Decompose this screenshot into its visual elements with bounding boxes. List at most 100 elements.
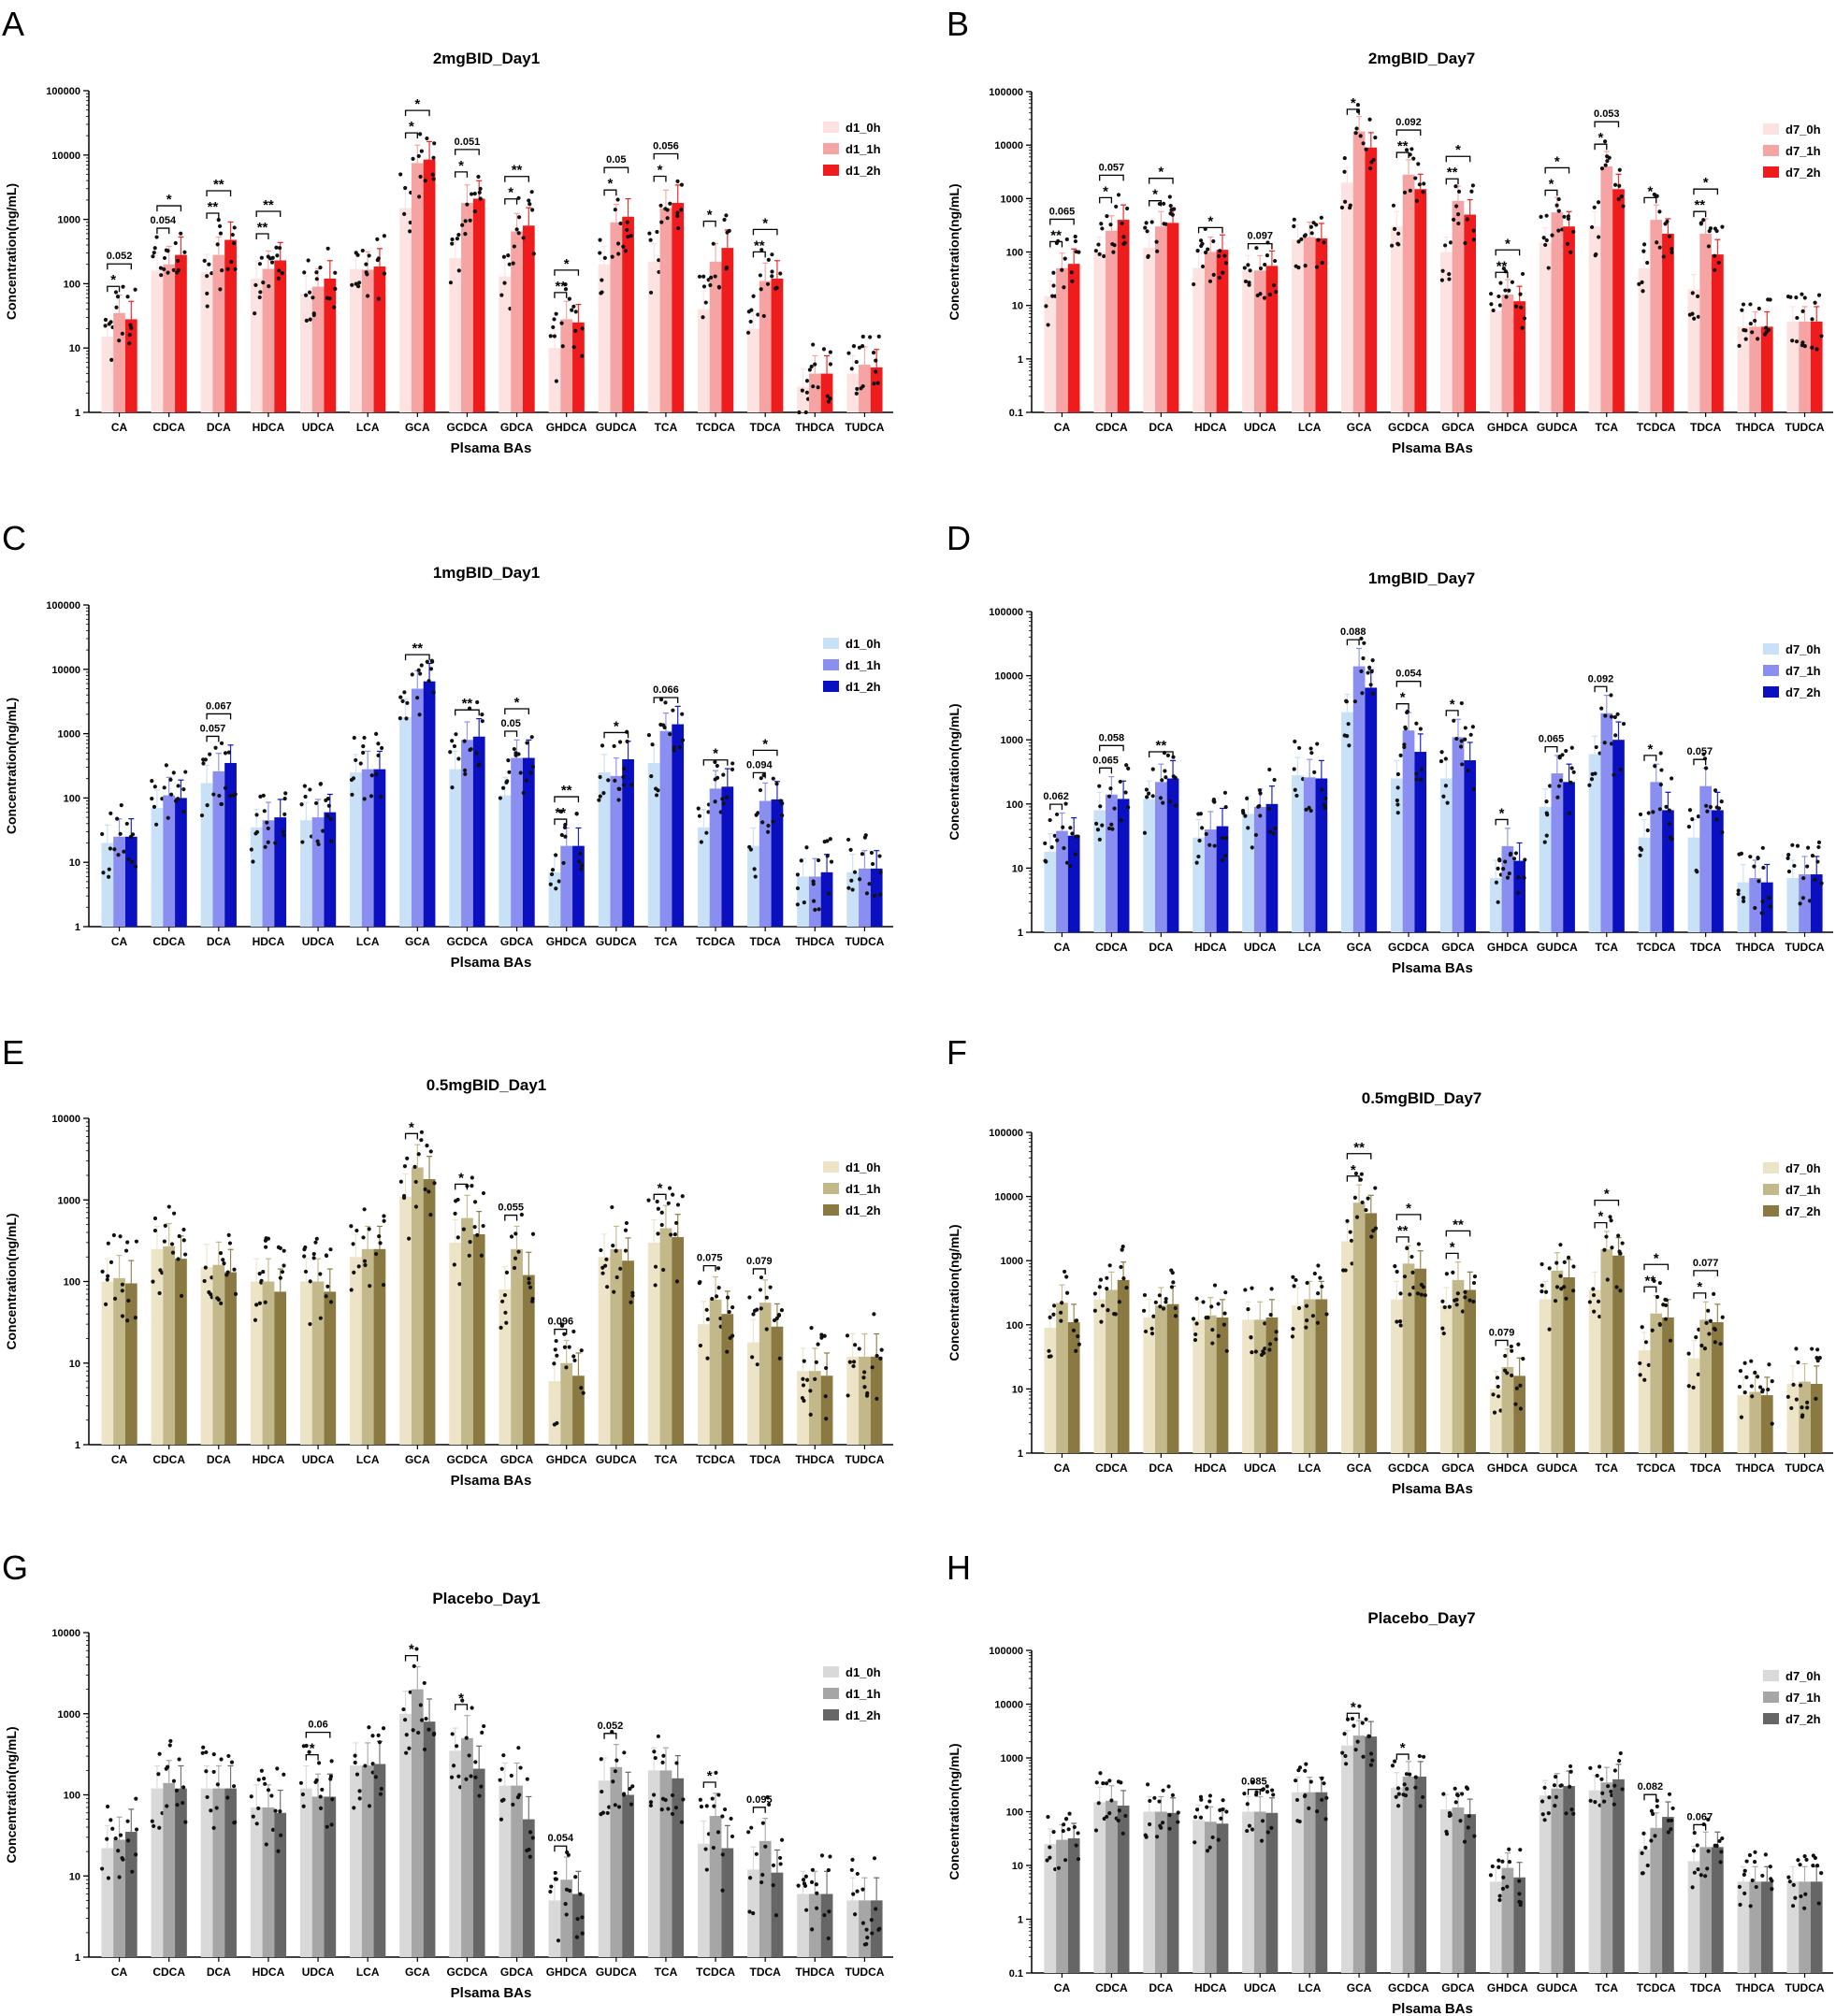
data-point xyxy=(205,304,210,309)
bar xyxy=(548,1381,561,1445)
data-point xyxy=(1505,1884,1510,1889)
bar xyxy=(1193,267,1205,412)
data-point xyxy=(369,773,374,778)
data-point xyxy=(704,830,709,835)
data-point xyxy=(1310,1314,1316,1318)
data-point xyxy=(778,271,783,276)
bar xyxy=(1352,1735,1366,1973)
significance-bracket xyxy=(603,731,629,739)
data-point xyxy=(1373,135,1378,140)
y-tick-label: 1 xyxy=(1018,354,1023,366)
bar xyxy=(499,1785,512,1957)
bar xyxy=(1464,214,1477,412)
data-point xyxy=(1713,1340,1717,1345)
bar xyxy=(1638,837,1651,932)
data-point xyxy=(105,1836,109,1841)
data-point xyxy=(1364,1717,1368,1721)
x-tick-label: CDCA xyxy=(152,421,185,434)
data-point xyxy=(1307,805,1311,810)
data-point xyxy=(1659,768,1664,772)
data-point xyxy=(1471,228,1476,233)
data-point xyxy=(1250,1827,1255,1832)
data-point xyxy=(157,1751,162,1756)
data-point xyxy=(1667,1792,1672,1796)
data-point xyxy=(1516,875,1521,880)
significance-label: * xyxy=(564,256,570,272)
data-point xyxy=(301,1804,306,1808)
data-point xyxy=(1802,344,1807,349)
data-point xyxy=(528,770,533,775)
data-point xyxy=(162,255,167,261)
significance-label: ** xyxy=(213,177,224,193)
data-point xyxy=(666,1807,671,1811)
data-point xyxy=(1402,1782,1407,1787)
data-point xyxy=(1061,1828,1065,1834)
data-point xyxy=(1248,268,1252,273)
data-point xyxy=(1788,295,1793,299)
x-tick-label: CDCA xyxy=(1095,941,1128,954)
data-point xyxy=(878,870,883,874)
data-point xyxy=(1312,1271,1317,1276)
data-point xyxy=(1051,1829,1056,1835)
data-point xyxy=(261,281,266,285)
data-point xyxy=(1602,741,1607,745)
data-point xyxy=(469,1774,473,1778)
data-point xyxy=(1767,896,1771,900)
data-point xyxy=(130,859,135,864)
bar xyxy=(1303,1792,1316,1973)
x-tick-label: TUDCA xyxy=(845,421,884,434)
bar xyxy=(1588,1289,1601,1453)
data-point xyxy=(382,234,386,238)
data-point xyxy=(219,1757,224,1762)
data-point xyxy=(531,252,536,256)
data-point xyxy=(1343,1753,1348,1759)
data-point xyxy=(1642,242,1647,247)
bar xyxy=(1810,1383,1823,1453)
data-point xyxy=(877,854,882,858)
data-point xyxy=(1359,669,1364,674)
data-point xyxy=(1060,1301,1064,1305)
x-tick-label: LCA xyxy=(356,421,380,434)
bar xyxy=(1650,1313,1663,1453)
data-point xyxy=(1076,1831,1080,1836)
bar xyxy=(1712,254,1724,412)
data-point xyxy=(1589,777,1595,782)
data-point xyxy=(367,253,371,258)
data-point xyxy=(705,1317,710,1321)
data-point xyxy=(779,1837,785,1842)
data-point xyxy=(1571,1811,1576,1816)
data-point xyxy=(724,266,729,271)
significance-label: * xyxy=(1604,1187,1610,1202)
data-point xyxy=(772,1318,777,1323)
data-point xyxy=(1565,241,1570,246)
data-point xyxy=(1815,1359,1820,1363)
significance-label: 0.058 xyxy=(1099,732,1125,743)
significance-bracket xyxy=(1445,155,1471,163)
data-point xyxy=(357,1789,362,1793)
data-point xyxy=(623,1228,629,1232)
data-point xyxy=(400,698,405,703)
x-tick-label: CA xyxy=(1054,1462,1071,1475)
data-point xyxy=(316,842,321,847)
x-tick-label: GUDCA xyxy=(596,935,637,948)
bar xyxy=(274,817,287,927)
bar xyxy=(1799,1381,1811,1453)
data-point xyxy=(828,396,832,401)
data-point xyxy=(1603,163,1608,167)
data-point xyxy=(463,219,468,223)
data-point xyxy=(703,1847,708,1851)
bar xyxy=(859,1900,871,1957)
data-point xyxy=(118,1833,123,1837)
data-point xyxy=(112,847,117,852)
data-point xyxy=(329,1759,334,1764)
bar xyxy=(311,1796,325,1957)
data-point xyxy=(730,1834,735,1839)
data-point xyxy=(432,141,437,146)
data-point xyxy=(450,237,455,242)
data-point xyxy=(1416,162,1421,166)
data-point xyxy=(254,1303,259,1307)
data-point xyxy=(650,742,655,747)
data-point xyxy=(1621,722,1626,727)
data-point xyxy=(1497,1894,1502,1898)
data-point xyxy=(1468,732,1473,737)
